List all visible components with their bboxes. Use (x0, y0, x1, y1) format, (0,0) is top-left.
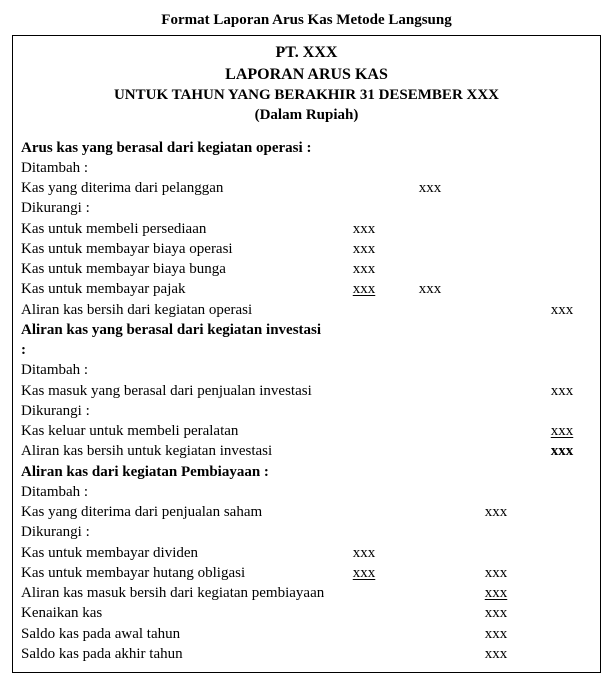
amount-subtotal: xxx (334, 279, 394, 299)
operating-heading: Arus kas yang berasal dari kegiatan oper… (21, 138, 328, 158)
financing-heading: Aliran kas dari kegiatan Pembiayaan : (21, 462, 328, 482)
amount: xxx (466, 603, 526, 623)
amount: xxx (400, 178, 460, 198)
financing-stock-sale: Kas yang diterima dari penjualan saham (21, 502, 328, 522)
operating-cash-from-customers-row: Kas yang diterima dari pelanggan xxx (21, 178, 592, 198)
amount: xxx (466, 502, 526, 522)
financing-less-label-row: Dikurangi : (21, 522, 592, 542)
investing-buy-equipment: Kas keluar untuk membeli peralatan (21, 421, 328, 441)
investing-heading-row: Aliran kas yang berasal dari kegiatan in… (21, 320, 592, 361)
report-currency: (Dalam Rupiah) (21, 105, 592, 125)
amount-total: xxx (532, 441, 592, 461)
investing-net-row: Aliran kas bersih untuk kegiatan investa… (21, 441, 592, 461)
operating-buy-inventory-row: Kas untuk membeli persediaan xxx (21, 219, 592, 239)
operating-op-expense: Kas untuk membayar biaya operasi (21, 239, 328, 259)
amount: xxx (466, 644, 526, 664)
cash-beginning-row: Saldo kas pada awal tahun xxx (21, 624, 592, 644)
operating-add-label-row: Ditambah : (21, 158, 592, 178)
financing-bonds: Kas untuk membayar hutang obligasi (21, 563, 328, 583)
financing-net: Aliran kas masuk bersih dari kegiatan pe… (21, 583, 328, 603)
investing-sale-investments: Kas masuk yang berasal dari penjualan in… (21, 381, 328, 401)
operating-tax-row: Kas untuk membayar pajak xxx xxx (21, 279, 592, 299)
cash-ending: Saldo kas pada akhir tahun (21, 644, 328, 664)
investing-heading: Aliran kas yang berasal dari kegiatan in… (21, 320, 328, 361)
operating-net: Aliran kas bersih dari kegiatan operasi (21, 300, 328, 320)
financing-dividends-row: Kas untuk membayar dividen xxx (21, 543, 592, 563)
operating-buy-inventory: Kas untuk membeli persediaan (21, 219, 328, 239)
amount: xxx (334, 239, 394, 259)
investing-add-label: Ditambah : (21, 360, 328, 380)
report-title: LAPORAN ARUS KAS (21, 64, 592, 86)
investing-sale-investments-row: Kas masuk yang berasal dari penjualan in… (21, 381, 592, 401)
cash-increase-row: Kenaikan kas xxx (21, 603, 592, 623)
amount-subtotal: xxx (466, 583, 526, 603)
operating-net-row: Aliran kas bersih dari kegiatan operasi … (21, 300, 592, 320)
financing-heading-row: Aliran kas dari kegiatan Pembiayaan : (21, 462, 592, 482)
amount: xxx (466, 624, 526, 644)
amount: xxx (334, 219, 394, 239)
report-period: UNTUK TAHUN YANG BERAKHIR 31 DESEMBER XX… (21, 85, 592, 105)
amount-subtotal: xxx (532, 421, 592, 441)
operating-heading-row: Arus kas yang berasal dari kegiatan oper… (21, 138, 592, 158)
company-name: PT. XXX (21, 42, 592, 64)
financing-add-label-row: Ditambah : (21, 482, 592, 502)
operating-op-expense-row: Kas untuk membayar biaya operasi xxx (21, 239, 592, 259)
operating-tax: Kas untuk membayar pajak (21, 279, 328, 299)
amount: xxx (532, 381, 592, 401)
amount: xxx (466, 563, 526, 583)
financing-dividends: Kas untuk membayar dividen (21, 543, 328, 563)
amount: xxx (532, 300, 592, 320)
operating-cash-from-customers: Kas yang diterima dari pelanggan (21, 178, 328, 198)
amount: xxx (334, 259, 394, 279)
financing-net-row: Aliran kas masuk bersih dari kegiatan pe… (21, 583, 592, 603)
report-box: PT. XXX LAPORAN ARUS KAS UNTUK TAHUN YAN… (12, 35, 601, 673)
outer-title: Format Laporan Arus Kas Metode Langsung (12, 12, 601, 29)
investing-buy-equipment-row: Kas keluar untuk membeli peralatan xxx (21, 421, 592, 441)
operating-interest-row: Kas untuk membayar biaya bunga xxx (21, 259, 592, 279)
investing-less-label-row: Dikurangi : (21, 401, 592, 421)
financing-add-label: Ditambah : (21, 482, 328, 502)
investing-less-label: Dikurangi : (21, 401, 328, 421)
financing-bonds-row: Kas untuk membayar hutang obligasi xxx x… (21, 563, 592, 583)
operating-interest: Kas untuk membayar biaya bunga (21, 259, 328, 279)
cash-increase: Kenaikan kas (21, 603, 328, 623)
cash-ending-row: Saldo kas pada akhir tahun xxx (21, 644, 592, 664)
investing-add-label-row: Ditambah : (21, 360, 592, 380)
cash-beginning: Saldo kas pada awal tahun (21, 624, 328, 644)
investing-net: Aliran kas bersih untuk kegiatan investa… (21, 441, 328, 461)
amount-subtotal: xxx (334, 563, 394, 583)
report-header: PT. XXX LAPORAN ARUS KAS UNTUK TAHUN YAN… (21, 42, 592, 126)
financing-less-label: Dikurangi : (21, 522, 328, 542)
amount: xxx (400, 279, 460, 299)
operating-less-label: Dikurangi : (21, 198, 328, 218)
operating-less-label-row: Dikurangi : (21, 198, 592, 218)
amount: xxx (334, 543, 394, 563)
operating-add-label: Ditambah : (21, 158, 328, 178)
financing-stock-sale-row: Kas yang diterima dari penjualan saham x… (21, 502, 592, 522)
